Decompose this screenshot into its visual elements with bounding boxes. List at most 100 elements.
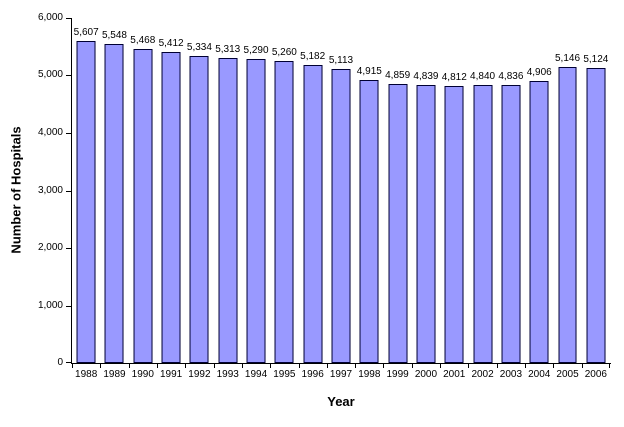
x-tick-mark	[100, 364, 102, 368]
y-tick-label: 3,000	[37, 184, 63, 196]
bar-1999	[388, 83, 408, 363]
bar-value-label-1992: 5,334	[186, 42, 212, 54]
x-tick-mark	[156, 364, 158, 368]
x-axis-line	[71, 363, 611, 364]
y-tick-mark	[66, 247, 71, 249]
bar-value-label-1994: 5,290	[243, 44, 269, 56]
bar-value-label-1999: 4,859	[385, 69, 411, 81]
bar-1993	[218, 57, 238, 363]
x-tick-mark	[383, 364, 385, 368]
y-tick-label: 5,000	[37, 69, 63, 81]
x-tick-mark	[525, 364, 527, 368]
x-tick-mark	[553, 364, 555, 368]
bar-cell-1994: 5,290	[242, 18, 270, 363]
y-tick-mark	[66, 305, 71, 307]
bar-value-label-1998: 4,915	[356, 66, 382, 78]
y-tick-label: 4,000	[37, 126, 63, 138]
bar-cell-2000: 4,839	[412, 18, 440, 363]
x-axis-title: Year	[327, 394, 355, 409]
y-tick-mark	[66, 18, 71, 19]
x-tick-label-2004: 2004	[528, 369, 551, 380]
x-tick-mark	[326, 364, 328, 368]
x-tick-mark	[185, 364, 187, 368]
x-tick-mark	[72, 364, 73, 368]
bar-cell-1996: 5,182	[299, 18, 327, 363]
x-tick-label-2001: 2001	[443, 369, 466, 380]
bar-cell-1993: 5,313	[214, 18, 242, 363]
y-tick-mark	[66, 75, 71, 77]
y-tick-mark	[66, 190, 71, 192]
bar-cell-1997: 5,113	[327, 18, 355, 363]
x-tick-mark	[128, 364, 130, 368]
x-axis-labels: 1988 1989 1990 1991 1992 1993 1994 1995 1996 1997…	[72, 369, 610, 382]
y-axis-line	[71, 18, 72, 364]
bar-2002	[473, 84, 493, 363]
bar-cell-2001: 4,812	[440, 18, 468, 363]
x-tick-label-2002: 2002	[471, 369, 494, 380]
bar-cell-1992: 5,334	[185, 18, 213, 363]
bar-value-label-1997: 5,113	[328, 55, 354, 67]
bar-value-label-2006: 5,124	[583, 54, 609, 66]
x-tick-mark	[411, 364, 413, 368]
y-tick-mark	[66, 362, 71, 363]
y-tick-label: 2,000	[37, 241, 63, 253]
bar-value-label-1990: 5,468	[130, 34, 156, 46]
x-axis-ticks	[72, 364, 610, 368]
bar-cell-1990: 5,468	[129, 18, 157, 363]
bar-1992	[189, 56, 209, 363]
bar-1990	[133, 48, 153, 363]
bar-1996	[303, 65, 323, 363]
bar-2004	[529, 80, 549, 363]
bar-cell-1998: 4,915	[355, 18, 383, 363]
bar-1995	[274, 60, 294, 363]
bar-value-label-1996: 5,182	[300, 51, 326, 63]
x-tick-label-2005: 2005	[556, 369, 579, 380]
y-tick-label: 6,000	[37, 12, 63, 23]
bar-cell-2003: 4,836	[497, 18, 525, 363]
bar-value-label-1988: 5,607	[73, 26, 99, 38]
bar-cell-2002: 4,840	[468, 18, 496, 363]
x-tick-label-1988: 1988	[75, 369, 98, 380]
bar-cell-2004: 4,906	[525, 18, 553, 363]
plot-area: 5,607 5,548 5,468 5,412 5,334 5,313 5,290 5,260…	[72, 18, 610, 363]
bar-value-label-2003: 4,836	[498, 70, 524, 82]
x-tick-label-1990: 1990	[131, 369, 154, 380]
x-tick-label-1999: 1999	[386, 369, 409, 380]
bar-value-label-2001: 4,812	[441, 72, 467, 84]
x-tick-mark	[440, 364, 442, 368]
bar-cell-1999: 4,859	[383, 18, 411, 363]
y-axis-ticks: 6,000 5,000 4,000 3,000 2,000 1,000 0	[0, 12, 72, 368]
x-tick-label-2000: 2000	[414, 369, 438, 380]
x-tick-mark	[581, 364, 583, 368]
bar-2005	[558, 67, 577, 363]
x-tick-label-1989: 1989	[103, 369, 126, 380]
y-tick-mark	[66, 132, 71, 134]
x-tick-mark	[241, 364, 243, 368]
bar-2000	[416, 84, 436, 363]
x-tick-label-1991: 1991	[159, 369, 183, 380]
bar-cell-1991: 5,412	[157, 18, 185, 363]
x-tick-mark	[355, 364, 357, 368]
x-tick-mark	[468, 364, 470, 368]
x-tick-mark	[609, 364, 610, 368]
bar-cell-2006: 5,124	[582, 18, 610, 363]
bar-1989	[104, 44, 124, 363]
bar-cell-1989: 5,548	[100, 18, 128, 363]
y-tick-label: 0	[57, 357, 63, 368]
x-tick-label-1992: 1992	[188, 369, 211, 380]
x-tick-label-1997: 1997	[329, 369, 353, 380]
x-tick-mark	[213, 364, 215, 368]
x-tick-label-2003: 2003	[499, 369, 523, 380]
bar-value-label-2005: 5,146	[555, 53, 581, 65]
x-tick-label-1994: 1994	[244, 369, 268, 380]
y-tick-label: 1,000	[37, 299, 63, 311]
x-tick-label-1993: 1993	[216, 369, 239, 380]
bar-cell-1995: 5,260	[270, 18, 298, 363]
x-tick-label-1995: 1995	[273, 369, 296, 380]
bar-cell-1988: 5,607	[72, 18, 100, 363]
bar-value-label-1991: 5,412	[158, 37, 184, 49]
x-tick-label-1998: 1998	[358, 369, 381, 380]
x-tick-mark	[270, 364, 272, 368]
bar-1988	[76, 40, 96, 363]
x-tick-mark	[298, 364, 300, 368]
